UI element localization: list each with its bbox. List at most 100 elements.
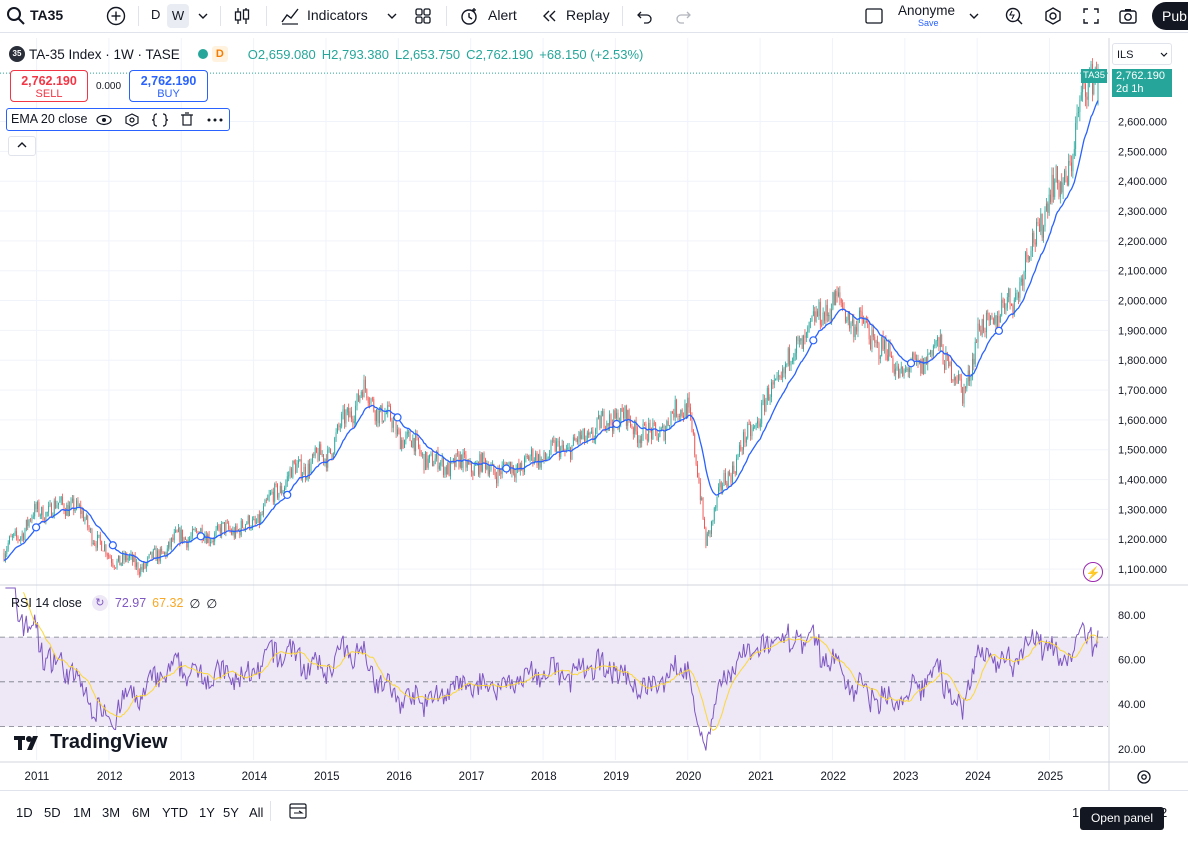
candle-body — [656, 430, 658, 441]
undo-icon[interactable] — [633, 4, 657, 28]
candle-body — [766, 387, 768, 400]
checkbox-icon[interactable] — [862, 4, 886, 28]
candle-body — [391, 420, 393, 428]
indicators-icon[interactable] — [278, 4, 302, 28]
candle-body — [789, 348, 791, 366]
add-symbol-icon[interactable] — [104, 4, 128, 28]
candle-body — [71, 498, 73, 502]
candle-body — [76, 500, 77, 509]
range-5d-button[interactable]: 5D — [44, 805, 61, 820]
publish-button[interactable]: Pub — [1152, 2, 1188, 30]
camera-icon[interactable] — [1116, 4, 1140, 28]
search-icon[interactable] — [4, 4, 28, 28]
currency-selector[interactable]: ILS — [1112, 43, 1172, 65]
alert-button[interactable]: Alert — [488, 7, 517, 23]
range-ytd-button[interactable]: YTD — [162, 805, 188, 820]
ema-legend-row[interactable]: EMA 20 close — [6, 108, 230, 131]
candle-body — [187, 540, 189, 548]
tradingview-logo[interactable]: TradingView — [14, 731, 167, 754]
range-5y-button[interactable]: 5Y — [223, 805, 239, 820]
candle-body — [337, 424, 338, 433]
eye-icon[interactable] — [96, 113, 112, 127]
refresh-icon[interactable]: ↻ — [91, 595, 108, 611]
settings-icon[interactable] — [124, 113, 140, 127]
range-1m-button[interactable]: 1M — [73, 805, 92, 820]
chart-canvas[interactable]: 1,100.000 1,200.000 1,300.000 1,400.000 1,50… — [0, 38, 1188, 790]
chevron-down-icon[interactable] — [962, 4, 986, 28]
candle-body — [574, 437, 576, 441]
candle-body — [148, 554, 150, 558]
candlestick-type-icon[interactable] — [230, 4, 254, 28]
lightning-icon[interactable]: ⚡ — [1083, 562, 1103, 582]
candle-body — [978, 323, 980, 330]
save-label[interactable]: Save — [918, 18, 939, 28]
candle-body — [418, 437, 419, 448]
candle-body — [578, 432, 580, 442]
candle-body — [11, 535, 13, 537]
candle-body — [317, 452, 319, 461]
candle-body — [360, 391, 362, 396]
range-all-button[interactable]: All — [249, 805, 264, 820]
gear-icon[interactable] — [1135, 768, 1153, 786]
buy-button[interactable]: 2,762.190 BUY — [129, 70, 208, 102]
legend-title[interactable]: TA-35 Index · 1W · TASE — [29, 46, 180, 62]
candle-body — [249, 515, 251, 529]
rsi-label[interactable]: RSI 14 close — [11, 596, 82, 610]
open-panel-tooltip[interactable]: Open panel — [1080, 807, 1164, 830]
candle-body — [342, 409, 344, 415]
delayed-badge[interactable]: D — [211, 46, 228, 62]
quick-search-icon[interactable] — [1002, 4, 1026, 28]
interval-daily-button[interactable]: D — [151, 7, 161, 22]
interval-weekly-button[interactable]: W — [167, 4, 189, 28]
candle-body — [194, 529, 196, 531]
range-3m-button[interactable]: 3M — [102, 805, 121, 820]
user-name[interactable]: Anonyme — [898, 3, 956, 18]
market-status-icon[interactable] — [197, 49, 208, 59]
candle-body — [1066, 177, 1068, 185]
indicators-button[interactable]: Indicators — [307, 7, 368, 23]
candle-body — [267, 497, 269, 501]
candle-body — [737, 454, 739, 459]
range-1d-button[interactable]: 1D — [16, 805, 33, 820]
candle-body — [840, 298, 842, 303]
redo-icon[interactable] — [671, 4, 695, 28]
candle-body — [112, 562, 114, 566]
candle-body — [94, 543, 96, 545]
fullscreen-icon[interactable] — [1079, 4, 1103, 28]
replay-button[interactable]: Replay — [566, 7, 610, 23]
symbol-search[interactable]: TA35 — [30, 7, 64, 23]
candle-body — [723, 472, 725, 486]
source-code-icon[interactable] — [152, 113, 168, 127]
replay-icon[interactable] — [537, 4, 561, 28]
more-icon[interactable] — [206, 114, 224, 126]
chart-legend: 35 TA-35 Index · 1W · TASE D O2,659.080 H… — [9, 46, 649, 62]
time-tick-label: 2019 — [603, 771, 629, 783]
layouts-icon[interactable] — [411, 4, 435, 28]
chevron-down-icon[interactable] — [191, 4, 215, 28]
candle-body — [558, 441, 560, 457]
candle-body — [780, 376, 782, 378]
candle-body — [694, 434, 696, 455]
candle-body — [41, 507, 43, 516]
collapse-legend-button[interactable] — [8, 136, 36, 156]
sell-button[interactable]: 2,762.190 SELL — [10, 70, 88, 102]
settings-hexagon-icon[interactable] — [1041, 4, 1065, 28]
candle-body — [1069, 161, 1071, 163]
trash-icon[interactable] — [180, 112, 194, 127]
chevron-down-icon[interactable] — [380, 4, 404, 28]
price-tick-label: 1,500.000 — [1118, 445, 1167, 457]
time-tick-label: 2013 — [169, 771, 195, 783]
ema-marker — [906, 359, 916, 368]
date-range-icon[interactable] — [288, 801, 308, 821]
alert-clock-icon[interactable] — [457, 4, 481, 28]
candle-body — [1055, 166, 1057, 182]
candle-body — [757, 421, 758, 424]
candle-body — [381, 405, 383, 422]
range-1y-button[interactable]: 1Y — [199, 805, 215, 820]
separator — [270, 801, 271, 821]
candle-body — [951, 361, 952, 381]
candle-body — [219, 527, 221, 535]
range-6m-button[interactable]: 6M — [132, 805, 151, 820]
candle-body — [851, 319, 853, 324]
candle-body — [1051, 174, 1053, 203]
